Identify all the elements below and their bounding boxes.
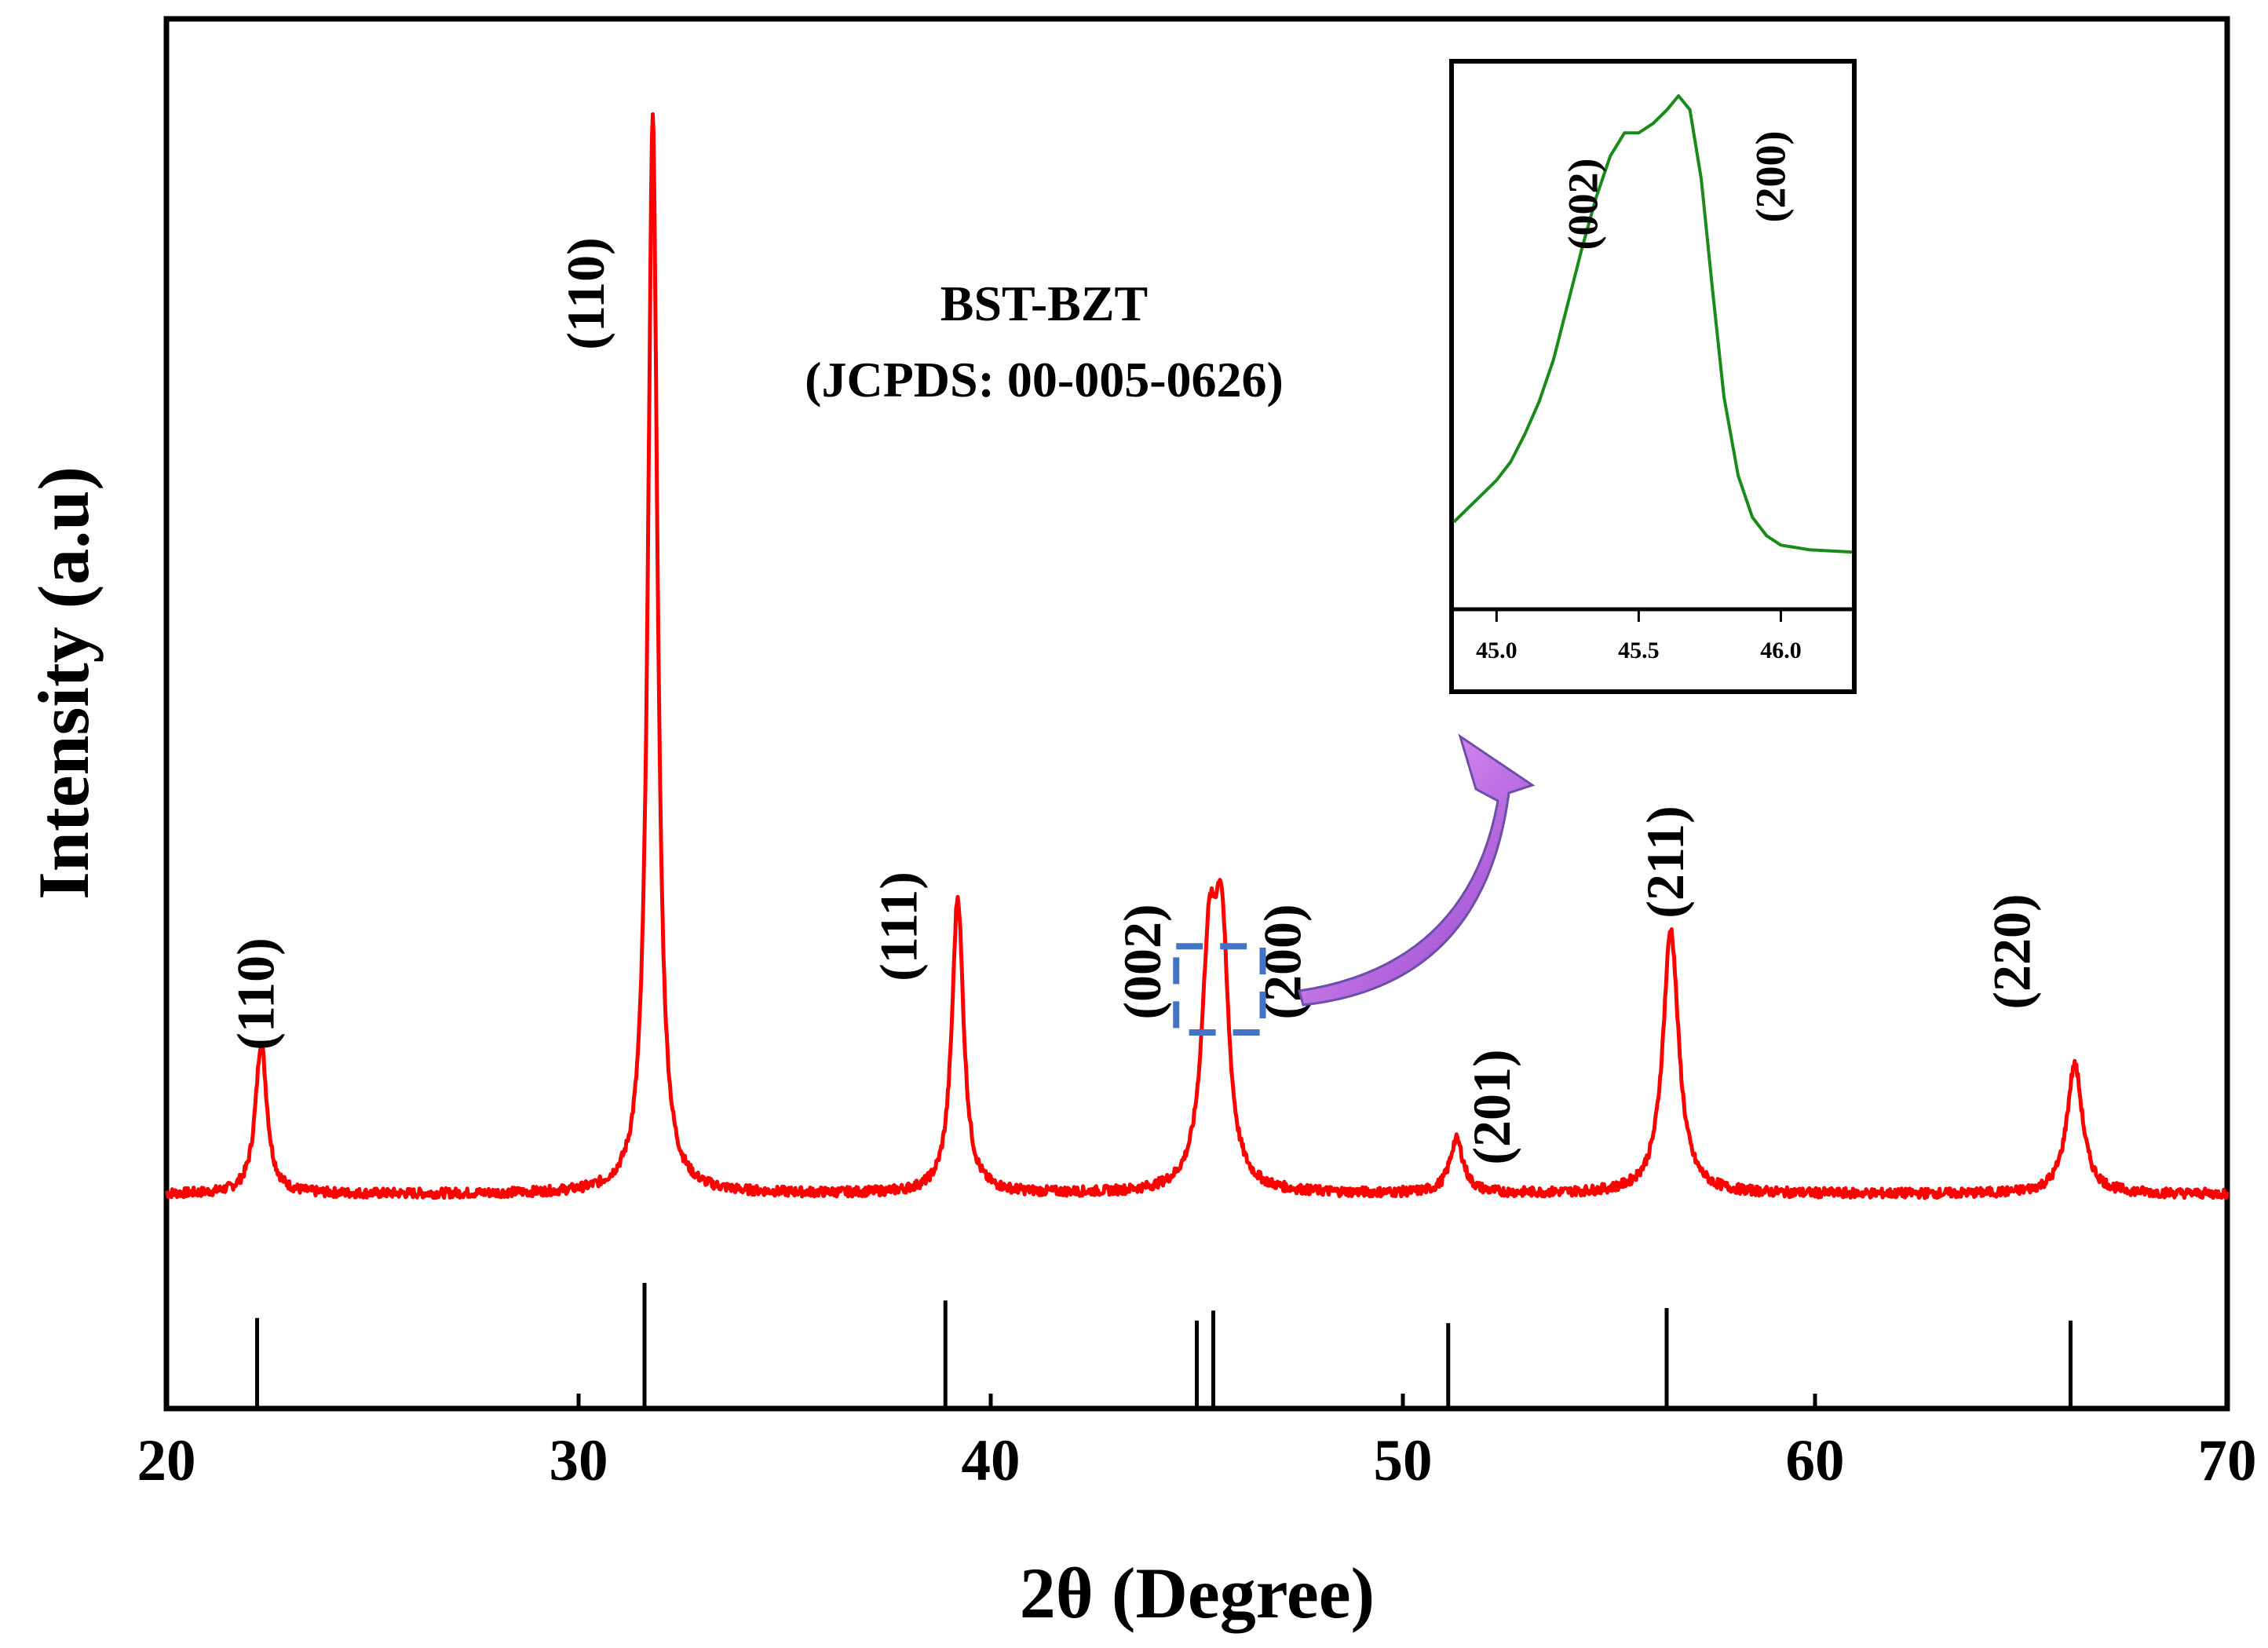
peak-label: (211) (1635, 806, 1695, 919)
inset-tick-label: 46.0 (1760, 638, 1802, 663)
y-axis-title: Intensity (a.u) (24, 466, 104, 900)
inset-peak-label: (200) (1748, 131, 1795, 223)
x-axis-title: 2θ (Degree) (1020, 1553, 1375, 1633)
peak-label: (111) (869, 872, 929, 981)
sample-label-line-1: BST-BZT (940, 276, 1148, 331)
peak-label: (002) (1112, 904, 1172, 1019)
x-tick-label: 20 (137, 1428, 196, 1493)
x-tick-label: 60 (1786, 1428, 1845, 1493)
inset-tick-label: 45.0 (1476, 638, 1517, 663)
peak-label: (110) (556, 237, 615, 350)
inset-plot: 45.0 45.5 46.0 (002) (200) (1449, 59, 1857, 694)
plot-frame (163, 16, 2230, 1412)
sample-label-line-2: (JCPDS: 00-005-0626) (805, 352, 1284, 407)
x-tick-label: 50 (1374, 1428, 1433, 1493)
xrd-pattern-line (165, 112, 2230, 1200)
peak-label: (110) (225, 937, 285, 1051)
zoom-box (1173, 943, 1266, 1036)
x-tick-label: 70 (2198, 1428, 2257, 1493)
x-tick-label: 30 (550, 1428, 608, 1493)
peak-label: (201) (1462, 1049, 1521, 1164)
zoom-arrow (1298, 733, 1536, 1007)
peak-label: (220) (1981, 893, 2041, 1009)
inset-tick-label: 45.5 (1618, 638, 1660, 663)
inset-peak-label: (002) (1560, 159, 1607, 250)
inset-line (1452, 94, 1853, 554)
inset-frame (1449, 59, 1857, 694)
x-tick-label: 40 (962, 1428, 1021, 1493)
